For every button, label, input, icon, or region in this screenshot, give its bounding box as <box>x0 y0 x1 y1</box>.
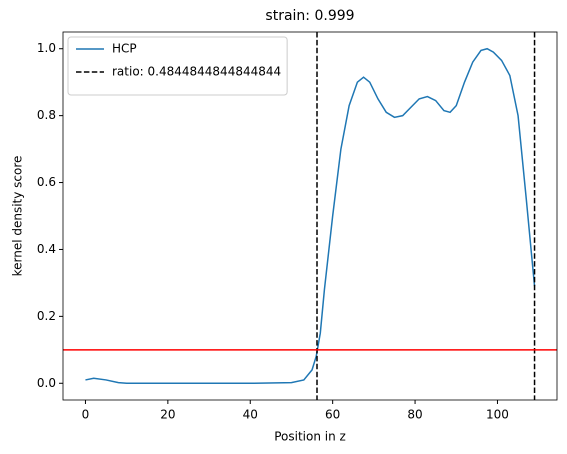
x-tick-label: 20 <box>160 408 175 422</box>
chart-title: strain: 0.999 <box>265 8 354 24</box>
legend-label: HCP <box>112 42 137 56</box>
axes-frame <box>62 31 558 401</box>
x-axis-label: Position in z <box>274 430 346 444</box>
x-tick-label: 60 <box>325 408 340 422</box>
y-tick-label: 0.2 <box>37 309 56 323</box>
x-tick-label: 100 <box>486 408 509 422</box>
y-tick-label: 0.8 <box>37 108 56 122</box>
y-tick-label: 0.4 <box>37 242 56 256</box>
y-axis-label: kernel density score <box>11 156 25 277</box>
y-tick-label: 1.0 <box>37 41 56 55</box>
x-tick-label: 80 <box>407 408 422 422</box>
line-series <box>85 47 536 385</box>
legend-box <box>67 36 288 96</box>
x-tick-label: 40 <box>243 408 258 422</box>
legend-label: ratio: 0.4844844844844844 <box>112 65 281 79</box>
y-tick-label: 0.0 <box>37 376 56 390</box>
y-tick-label: 0.6 <box>37 175 56 189</box>
x-tick-label: 0 <box>82 408 90 422</box>
